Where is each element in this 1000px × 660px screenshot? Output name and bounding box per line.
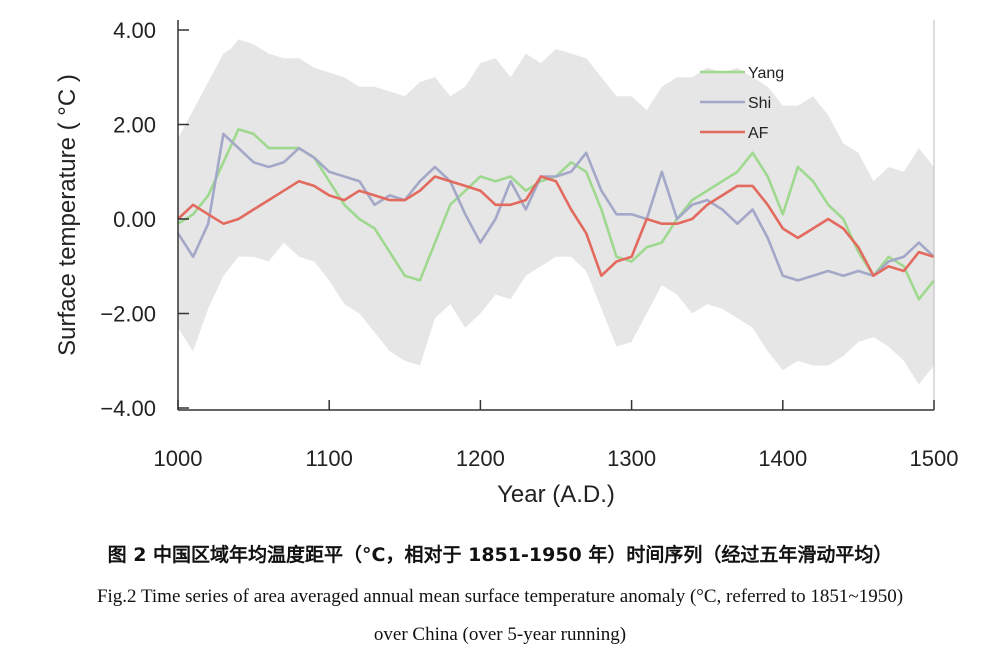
- y-tick-label: 4.00: [113, 18, 156, 43]
- x-axis-title: Year (A.D.): [497, 481, 615, 508]
- legend-label-af: AF: [748, 125, 769, 142]
- caption-english-line2: over China (over 5-year running): [373, 624, 627, 645]
- series-line-shi: [176, 132, 935, 282]
- x-tick-label: 1400: [758, 446, 807, 471]
- x-tick-label: 1200: [456, 446, 505, 471]
- x-tick-label: 1500: [910, 446, 959, 471]
- caption-chinese: 图 2 中国区域年均温度距平（°C，相对于 1851-1950 年）时间序列（经…: [107, 544, 893, 566]
- x-tick-label: 1100: [306, 446, 353, 471]
- y-tick-label: −4.00: [100, 396, 156, 421]
- y-tick-label: −2.00: [100, 302, 156, 327]
- y-tick-label: 2.00: [113, 113, 156, 138]
- uncertainty-band: [178, 39, 934, 385]
- y-axis-title: Surface temperature ( °C ): [54, 74, 81, 356]
- legend-label-yang: Yang: [748, 65, 784, 82]
- caption-english-line1: Fig.2 Time series of area averaged annua…: [96, 586, 904, 607]
- x-tick-label: 1300: [607, 446, 656, 471]
- y-tick-label: 0.00: [113, 207, 156, 232]
- legend-label-shi: Shi: [748, 95, 771, 112]
- series-line-af: [177, 175, 935, 278]
- x-tick-label: 1000: [154, 446, 203, 471]
- temperature-chart: 1000 1100 1200 1300 1400 1500 4.00 2.00 0.00 −2.0…: [54, 18, 959, 508]
